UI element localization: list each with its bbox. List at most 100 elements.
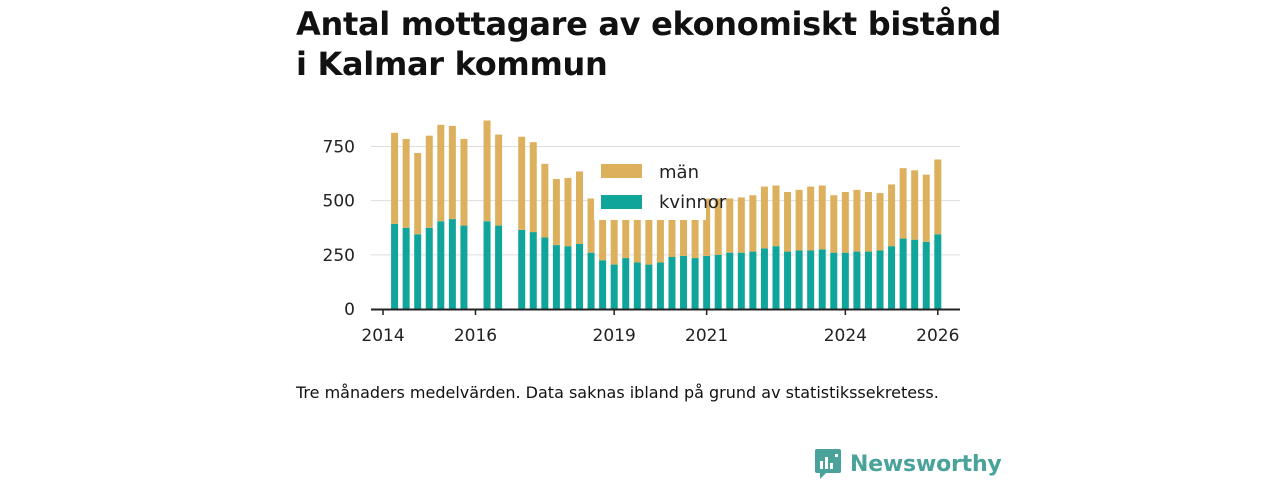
bar-kvinnor [864,251,872,309]
y-tick-label: 750 [323,138,355,158]
bar-man [841,192,849,253]
bar-kvinnor [853,251,861,309]
bar-kvinnor [645,264,653,309]
legend-swatch-man [601,164,642,178]
bar-man [818,185,826,250]
bar-kvinnor [830,252,838,309]
bar-man [760,186,768,249]
bar-kvinnor [772,246,780,309]
bar-man [784,192,792,252]
bar-kvinnor [622,258,630,309]
legend: män kvinnor [594,160,727,220]
bar-kvinnor [633,262,641,309]
bar-kvinnor [460,225,468,309]
y-tick-label: 0 [344,300,355,320]
bar-man [680,198,688,256]
x-tick-label: 2016 [454,326,497,346]
bar-man [610,218,618,265]
bar-man [518,136,526,230]
bar-kvinnor [703,255,711,309]
bar-kvinnor [437,221,445,309]
bar-man [541,163,549,238]
bar-man [714,198,722,255]
bar-kvinnor [414,234,422,309]
bar-kvinnor [656,262,664,309]
bar-man [622,202,630,259]
bar-man [437,124,445,222]
bar-kvinnor [483,221,491,309]
bar-kvinnor [795,250,803,309]
chart: 0 250 500 750 2014 2016 2019 2021 2024 2026 män k… [323,120,960,346]
bar-kvinnor [680,255,688,309]
bar-kvinnor [749,251,757,309]
x-tick-label: 2024 [824,326,867,346]
y-tick-label: 500 [323,192,355,212]
y-tick-label: 250 [323,246,355,266]
bar-man [795,189,803,251]
bar-man [425,135,433,228]
bar-kvinnor [784,251,792,309]
chart-title: Antal mottagare av ekonomiskt bistånd i … [296,5,1002,83]
bar-kvinnor [691,258,699,309]
bar-kvinnor [726,252,734,309]
bar-man [726,198,734,253]
bar-man [414,153,422,235]
bar-kvinnor [934,234,942,309]
bar-man [749,195,757,252]
newsworthy-logo-icon [815,449,841,479]
bar-man [599,210,607,261]
bar-kvinnor [911,239,919,309]
bar-kvinnor [922,241,930,309]
legend-label-man: män [659,162,699,183]
bar-man [576,171,584,244]
legend-swatch-kvinnor [601,195,642,209]
bar-kvinnor [841,252,849,309]
bar-kvinnor [888,246,896,309]
bar-man [402,138,410,228]
bar-man [552,179,560,246]
newsworthy-logo: Newsworthy [814,446,1002,482]
brand-name: Newsworthy [850,451,1002,477]
bar-kvinnor [818,249,826,309]
bar-man [807,186,815,251]
bar-man [587,198,595,253]
bar-kvinnor [576,244,584,309]
bar-kvinnor [714,254,722,309]
bar-kvinnor [448,219,456,309]
bar-man [691,206,699,259]
bar-kvinnor [402,227,410,309]
bar-man [633,209,641,263]
bar-kvinnor [425,227,433,309]
bar-man [876,193,884,251]
bar-man [645,213,653,265]
bar-man [668,199,676,257]
bar-kvinnor [518,229,526,309]
x-tick-label: 2021 [685,326,728,346]
bar-man [899,168,907,239]
bar-kvinnor [899,238,907,309]
bar-kvinnor [587,252,595,309]
bar-man [934,159,942,235]
bar-man [772,185,780,247]
bar-kvinnor [760,248,768,309]
x-tick-label: 2014 [361,326,404,346]
bar-man [853,189,861,252]
bar-kvinnor [529,232,537,309]
bar-man [448,125,456,220]
bar-kvinnor [610,264,618,309]
bars [391,120,942,309]
bar-man [564,177,572,247]
bar-man [529,142,537,233]
bar-man [483,120,491,222]
x-tick-label: 2026 [916,326,959,346]
bar-man [830,195,838,253]
bar-man [495,134,503,226]
bar-man [656,209,664,263]
bar-kvinnor [495,225,503,309]
bar-kvinnor [668,257,676,309]
legend-label-kvinnor: kvinnor [659,192,727,213]
bar-kvinnor [541,237,549,309]
bar-man [922,174,930,242]
bar-kvinnor [599,260,607,309]
bar-kvinnor [807,250,815,309]
